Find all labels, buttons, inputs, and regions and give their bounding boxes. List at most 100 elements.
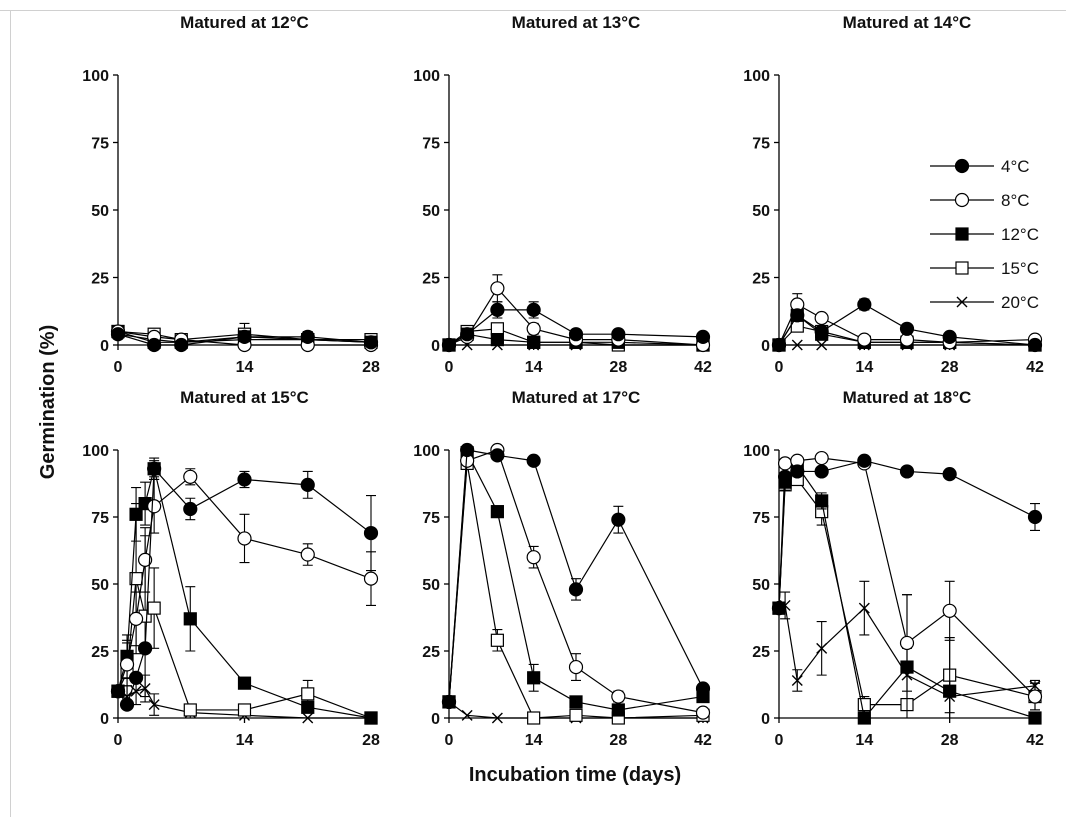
data-point bbox=[695, 329, 711, 344]
data-point bbox=[128, 670, 144, 685]
series-8C bbox=[771, 450, 1043, 711]
x-tick-label: 14 bbox=[236, 732, 254, 749]
x-tick-label: 0 bbox=[445, 359, 454, 376]
data-point bbox=[943, 684, 957, 698]
data-point bbox=[237, 329, 252, 344]
panel-title: Matured at 18°C bbox=[843, 388, 972, 407]
data-point bbox=[526, 302, 541, 317]
data-point bbox=[942, 467, 957, 482]
data-point bbox=[790, 308, 805, 323]
data-point bbox=[1027, 337, 1043, 353]
y-tick-label: 0 bbox=[761, 338, 770, 355]
x-tick-label: 0 bbox=[114, 732, 123, 749]
x-tick-label: 42 bbox=[694, 359, 712, 376]
series-8C bbox=[110, 468, 379, 699]
x-tick-label: 42 bbox=[1026, 732, 1044, 749]
data-point bbox=[110, 684, 126, 699]
y-tick-label: 75 bbox=[752, 136, 770, 153]
panel-6: Matured at 18°C 0 25 50 75 100 0 14 28 42 bbox=[743, 388, 1044, 749]
data-point bbox=[527, 671, 541, 685]
y-axis-title: Germination (%) bbox=[37, 325, 59, 479]
data-point bbox=[183, 612, 197, 626]
panel-4: Matured at 15°C 0 25 50 75 100 0 14 28 bbox=[82, 388, 380, 749]
x-tick-label: 0 bbox=[114, 359, 123, 376]
panel-title: Matured at 12°C bbox=[180, 13, 309, 32]
data-point bbox=[237, 472, 252, 487]
data-point bbox=[899, 321, 915, 336]
series-4C bbox=[441, 301, 711, 353]
data-point bbox=[777, 469, 793, 484]
data-point bbox=[147, 499, 162, 514]
panel-title: Matured at 14°C bbox=[843, 13, 972, 32]
data-point bbox=[771, 601, 787, 616]
data-point bbox=[129, 507, 143, 521]
data-point bbox=[857, 453, 872, 468]
data-point bbox=[490, 322, 504, 336]
data-point bbox=[147, 337, 162, 353]
data-point bbox=[300, 547, 315, 562]
series-line bbox=[778, 604, 1036, 698]
y-tick-label: 100 bbox=[413, 443, 440, 460]
data-point bbox=[363, 335, 379, 350]
data-point bbox=[460, 442, 475, 458]
y-tick-label: 25 bbox=[91, 271, 109, 288]
x-tick-label: 14 bbox=[855, 732, 873, 749]
data-point bbox=[237, 531, 252, 546]
x-tick-label: 28 bbox=[362, 359, 380, 376]
data-point bbox=[490, 302, 505, 317]
panel-2: Matured at 13°C 0 25 50 75 100 0 14 28 42 bbox=[413, 13, 712, 376]
legend-marker bbox=[954, 192, 970, 208]
legend-marker bbox=[956, 296, 968, 308]
data-point bbox=[363, 571, 379, 586]
y-tick-label: 50 bbox=[752, 203, 770, 220]
data-point bbox=[1027, 689, 1043, 704]
y-tick-label: 75 bbox=[91, 136, 109, 153]
panel-3: Matured at 14°C 0 25 50 75 100 0 14 28 42 bbox=[743, 13, 1044, 376]
y-tick-label: 0 bbox=[431, 711, 440, 728]
data-point bbox=[110, 327, 126, 342]
y-tick-label: 100 bbox=[743, 68, 770, 85]
data-point bbox=[857, 697, 871, 712]
data-point bbox=[183, 501, 198, 517]
data-point bbox=[611, 689, 626, 704]
legend-marker bbox=[955, 227, 969, 241]
data-point bbox=[858, 602, 870, 614]
legend-item: 8°C bbox=[930, 191, 1030, 210]
data-point bbox=[183, 703, 197, 717]
x-tick-label: 14 bbox=[525, 359, 543, 376]
data-point bbox=[857, 332, 872, 347]
data-point bbox=[300, 477, 315, 492]
data-point bbox=[857, 297, 872, 312]
data-point bbox=[147, 461, 162, 476]
data-point bbox=[237, 703, 252, 717]
series-4C bbox=[771, 453, 1043, 616]
data-point bbox=[816, 339, 828, 351]
y-tick-label: 50 bbox=[422, 203, 440, 220]
data-point bbox=[441, 694, 457, 710]
y-tick-label: 50 bbox=[422, 577, 440, 594]
data-point bbox=[790, 464, 805, 479]
data-point bbox=[814, 324, 829, 339]
x-tick-label: 14 bbox=[236, 359, 254, 376]
y-tick-label: 25 bbox=[752, 644, 770, 661]
x-tick-label: 42 bbox=[1026, 359, 1044, 376]
series-4C bbox=[110, 457, 379, 712]
data-point bbox=[568, 582, 584, 597]
y-tick-label: 100 bbox=[743, 443, 770, 460]
legend-label: 8°C bbox=[1001, 191, 1030, 210]
x-tick-label: 28 bbox=[609, 359, 627, 376]
data-point bbox=[777, 456, 793, 471]
data-point bbox=[138, 552, 153, 567]
data-point bbox=[300, 329, 315, 344]
legend-label: 20°C bbox=[1001, 293, 1039, 312]
data-point bbox=[301, 700, 315, 714]
x-tick-label: 14 bbox=[525, 732, 543, 749]
data-point bbox=[568, 327, 584, 342]
y-tick-label: 100 bbox=[82, 443, 109, 460]
y-tick-label: 75 bbox=[422, 136, 440, 153]
data-point bbox=[791, 339, 803, 351]
data-point bbox=[147, 601, 161, 615]
series-line bbox=[778, 460, 1036, 609]
panel-5: Matured at 17°C 0 25 50 75 100 0 14 28 42 bbox=[413, 388, 712, 749]
data-point bbox=[460, 327, 475, 342]
